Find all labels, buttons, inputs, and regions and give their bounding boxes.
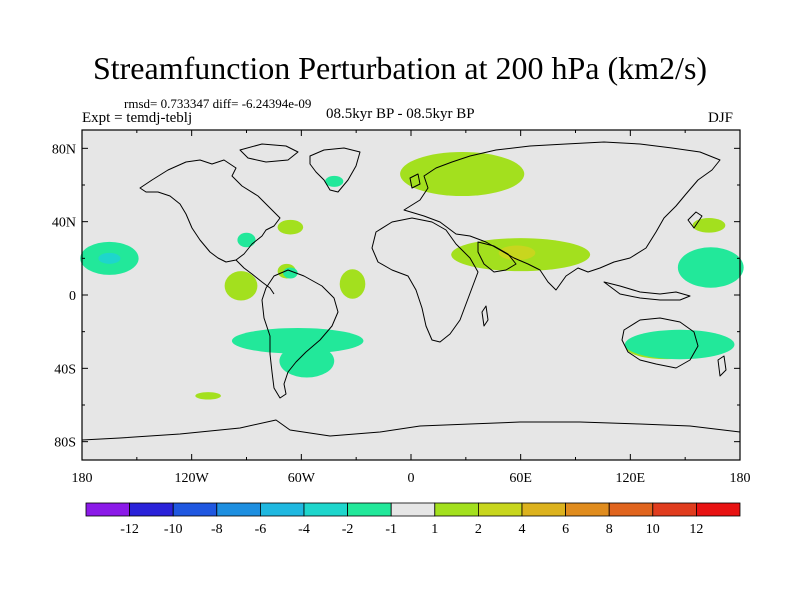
- colorbar-swatch-14: [696, 502, 741, 517]
- x-tick-label-5: 120E: [616, 471, 646, 486]
- x-tick-label-0: 180: [72, 471, 93, 486]
- y-tick-label-2: 0: [69, 289, 76, 304]
- y-tick-label-1: 40N: [52, 216, 76, 231]
- experiment-label: Expt = temdj-teblj: [82, 110, 193, 126]
- coast-japan: [687, 211, 703, 229]
- map-panel: 180 120W 60W 0 60E 120E 180 80N 40N 0 40S 80S: [52, 129, 751, 486]
- coast-africa: [371, 217, 479, 343]
- colorbar-swatch-13: [652, 502, 697, 517]
- colorbar-label-11: 8: [606, 522, 613, 537]
- colorbar-label-5: -2: [342, 522, 354, 537]
- colorbar-swatch-8: [434, 502, 479, 517]
- colorbar-label-13: 12: [689, 522, 703, 537]
- x-tick-label-4: 60E: [509, 471, 532, 486]
- anomaly-region-6: [339, 269, 366, 299]
- coast-arabia: [477, 241, 517, 273]
- season-label: DJF: [708, 110, 734, 126]
- coast-southeast-asia: [603, 281, 691, 301]
- colorbar-swatch-2: [172, 502, 218, 517]
- colorbar-swatch-9: [477, 502, 523, 517]
- colorbar-label-8: 2: [475, 522, 482, 537]
- coast-central-america: [235, 259, 275, 295]
- anomaly-region-8: [692, 218, 726, 233]
- coast-british-isles: [409, 173, 421, 189]
- anomaly-region-18: [624, 329, 735, 360]
- anomaly-region-3: [277, 219, 304, 235]
- coast-antarctica: [81, 419, 741, 441]
- colorbar-swatch-6: [347, 502, 392, 517]
- stats-line: rmsd= 0.733347 diff= -6.24394e-09: [124, 96, 312, 111]
- x-axis: 180 120W 60W 0 60E 120E 180: [72, 130, 751, 486]
- colorbar-swatch-1: [129, 502, 174, 517]
- anomaly-region-9: [195, 392, 221, 400]
- colorbar-label-10: 6: [562, 522, 569, 537]
- colorbar-label-1: -10: [164, 522, 183, 537]
- anomaly-region-4: [224, 271, 258, 301]
- x-tick-label-2: 60W: [288, 471, 316, 486]
- x-tick-label-6: 180: [730, 471, 751, 486]
- colorbar-swatch-10: [521, 502, 566, 517]
- coast-arctic-islands: [239, 143, 299, 163]
- y-tick-label-0: 80N: [52, 142, 76, 157]
- coast-new-zealand: [717, 355, 727, 377]
- colorbar-label-0: -12: [120, 522, 139, 537]
- anomaly-region-13: [237, 232, 256, 248]
- colorbar-label-12: 10: [646, 522, 660, 537]
- colorbar-label-3: -6: [255, 522, 267, 537]
- anomaly-region-12: [677, 247, 744, 288]
- colorbar-label-4: -4: [298, 522, 310, 537]
- coast-greenland: [309, 147, 361, 193]
- anomaly-region-14: [325, 175, 344, 187]
- anomaly-region-17: [279, 344, 335, 378]
- y-axis: 80N 40N 0 40S 80S: [52, 142, 740, 451]
- subtitle: 08.5kyr BP - 08.5kyr BP: [326, 106, 475, 122]
- coastlines: [81, 141, 741, 441]
- colorbar-swatch-3: [216, 502, 261, 517]
- colorbar-swatch-7: [390, 502, 436, 517]
- x-tick-label-3: 0: [408, 471, 415, 486]
- y-tick-label-3: 40S: [54, 362, 76, 377]
- colorbar-swatch-4: [259, 502, 305, 517]
- y-tick-label-4: 80S: [54, 436, 76, 451]
- colorbar-swatch-12: [608, 502, 654, 517]
- anomaly-region-0: [400, 152, 525, 196]
- coast-south-america: [261, 269, 339, 399]
- colorbar: -12 -10 -8 -6 -4 -2 -1 1 2 4 6 8 10 12: [85, 502, 741, 537]
- anomaly-region-16: [231, 328, 364, 354]
- coast-australia: [621, 317, 699, 369]
- anomaly-layer: [80, 152, 744, 400]
- colorbar-label-9: 4: [519, 522, 526, 537]
- colorbar-label-7: 1: [431, 522, 438, 537]
- anomaly-region-11: [98, 252, 121, 264]
- anomaly-region-2: [498, 245, 536, 261]
- x-tick-label-1: 120W: [175, 471, 210, 486]
- colorbar-label-6: -1: [385, 522, 397, 537]
- colorbar-swatch-11: [565, 502, 610, 517]
- colorbar-swatch-5: [303, 502, 348, 517]
- colorbar-swatch-0: [85, 502, 130, 517]
- coast-madagascar: [481, 305, 489, 327]
- chart-title: Streamfunction Perturbation at 200 hPa (…: [92, 50, 708, 86]
- colorbar-label-2: -8: [211, 522, 223, 537]
- coast-north-america: [139, 159, 281, 263]
